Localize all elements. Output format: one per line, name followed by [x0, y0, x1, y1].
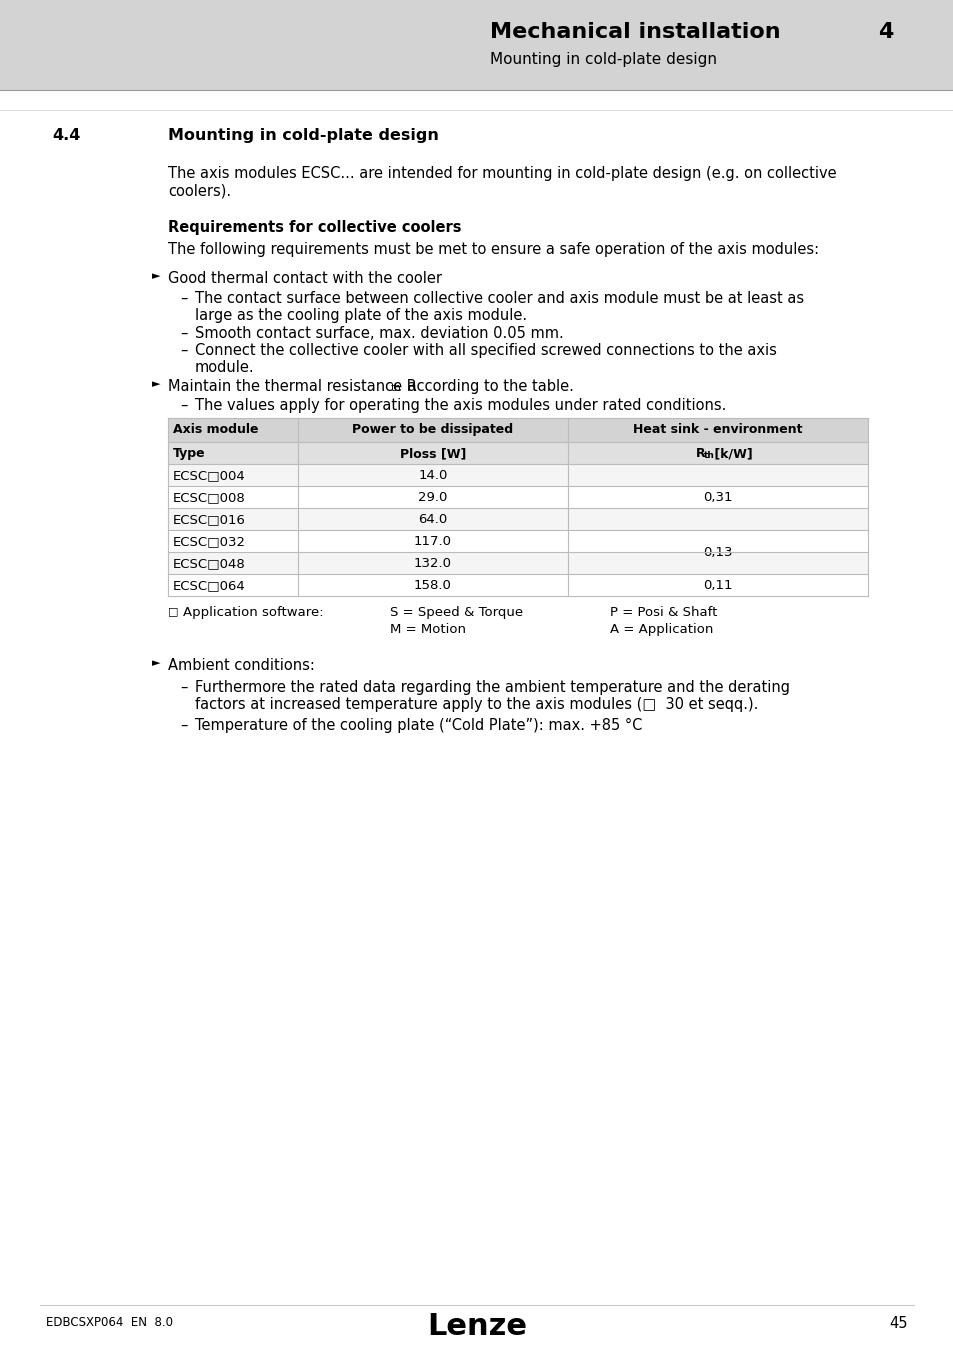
Text: ECSC□048: ECSC□048 [172, 558, 246, 570]
Text: [k/W]: [k/W] [709, 447, 752, 460]
Text: ►: ► [152, 271, 160, 281]
Bar [567, 486, 867, 508]
Bar [0, 0, 953, 90]
Text: –: – [180, 343, 187, 358]
Text: A = Application: A = Application [609, 622, 713, 636]
Bar [168, 441, 297, 464]
Bar [297, 418, 567, 441]
Text: –: – [180, 292, 187, 306]
Bar [567, 418, 867, 441]
Bar [297, 441, 567, 464]
Text: Type: Type [172, 447, 206, 460]
Text: ECSC□004: ECSC□004 [172, 468, 246, 482]
Bar [168, 508, 297, 531]
Text: R: R [696, 447, 705, 460]
Text: 29.0: 29.0 [417, 491, 447, 504]
Text: ►: ► [152, 379, 160, 389]
Text: large as the cooling plate of the axis module.: large as the cooling plate of the axis m… [194, 308, 527, 323]
Text: Requirements for collective coolers: Requirements for collective coolers [168, 220, 461, 235]
Text: EDBCSXP064  EN  8.0: EDBCSXP064 EN 8.0 [46, 1316, 172, 1328]
Text: □: □ [168, 606, 178, 616]
Bar [168, 418, 297, 441]
Text: 132.0: 132.0 [414, 558, 452, 570]
Text: P = Posi & Shaft: P = Posi & Shaft [609, 606, 717, 620]
Text: th: th [391, 383, 401, 393]
Text: Application software:: Application software: [183, 606, 323, 620]
Text: Lenze: Lenze [427, 1312, 526, 1341]
Bar [168, 464, 297, 486]
Text: 0,11: 0,11 [702, 579, 732, 593]
Text: The contact surface between collective cooler and axis module must be at least a: The contact surface between collective c… [194, 292, 803, 306]
Text: 4.4: 4.4 [52, 128, 80, 143]
Bar [567, 574, 867, 595]
Text: according to the table.: according to the table. [402, 379, 574, 394]
Text: –: – [180, 398, 187, 413]
Text: Connect the collective cooler with all specified screwed connections to the axis: Connect the collective cooler with all s… [194, 343, 776, 358]
Text: Mounting in cold-plate design: Mounting in cold-plate design [490, 53, 717, 68]
Text: M = Motion: M = Motion [390, 622, 465, 636]
Text: –: – [180, 325, 187, 342]
Text: 45: 45 [888, 1316, 907, 1331]
Bar [297, 552, 567, 574]
Bar [297, 574, 567, 595]
Bar [168, 486, 297, 508]
Bar [567, 464, 867, 486]
Text: ECSC□064: ECSC□064 [172, 579, 246, 593]
Text: 14.0: 14.0 [417, 468, 447, 482]
Bar [567, 508, 867, 531]
Text: –: – [180, 680, 187, 695]
Bar [297, 531, 567, 552]
Text: Ambient conditions:: Ambient conditions: [168, 657, 314, 674]
Bar [567, 531, 867, 552]
Text: 158.0: 158.0 [414, 579, 452, 593]
Text: The axis modules ECSC... are intended for mounting in cold-plate design (e.g. on: The axis modules ECSC... are intended fo… [168, 166, 836, 198]
Text: The values apply for operating the axis modules under rated conditions.: The values apply for operating the axis … [194, 398, 725, 413]
Text: 0,31: 0,31 [702, 491, 732, 504]
Text: 0,13: 0,13 [702, 545, 732, 559]
Bar [567, 552, 867, 574]
Text: 117.0: 117.0 [414, 535, 452, 548]
Bar [297, 508, 567, 531]
Text: Ploss [W]: Ploss [W] [399, 447, 466, 460]
Text: Heat sink - environment: Heat sink - environment [633, 423, 801, 436]
Text: ►: ► [152, 657, 160, 668]
Text: ECSC□008: ECSC□008 [172, 491, 246, 504]
Text: module.: module. [194, 360, 254, 375]
Text: Axis module: Axis module [172, 423, 258, 436]
Text: Smooth contact surface, max. deviation 0.05 mm.: Smooth contact surface, max. deviation 0… [194, 325, 563, 342]
Bar [168, 531, 297, 552]
Text: Mounting in cold-plate design: Mounting in cold-plate design [168, 128, 438, 143]
Text: Maintain the thermal resistance R: Maintain the thermal resistance R [168, 379, 416, 394]
Text: 64.0: 64.0 [418, 513, 447, 526]
Bar [168, 552, 297, 574]
Text: 4: 4 [877, 22, 892, 42]
Text: ECSC□032: ECSC□032 [172, 535, 246, 548]
Text: –: – [180, 718, 187, 733]
Text: Temperature of the cooling plate (“Cold Plate”): max. +85 °C: Temperature of the cooling plate (“Cold … [194, 718, 641, 733]
Text: S = Speed & Torque: S = Speed & Torque [390, 606, 522, 620]
Text: The following requirements must be met to ensure a safe operation of the axis mo: The following requirements must be met t… [168, 242, 819, 256]
Text: Power to be dissipated: Power to be dissipated [352, 423, 513, 436]
Text: ECSC□016: ECSC□016 [172, 513, 246, 526]
Bar [297, 486, 567, 508]
Text: factors at increased temperature apply to the axis modules (□  30 et seqq.).: factors at increased temperature apply t… [194, 697, 758, 711]
Text: th: th [703, 451, 714, 460]
Bar [297, 464, 567, 486]
Text: Good thermal contact with the cooler: Good thermal contact with the cooler [168, 271, 441, 286]
Text: Mechanical installation: Mechanical installation [490, 22, 780, 42]
Bar [567, 441, 867, 464]
Bar [168, 574, 297, 595]
Text: Furthermore the rated data regarding the ambient temperature and the derating: Furthermore the rated data regarding the… [194, 680, 789, 695]
